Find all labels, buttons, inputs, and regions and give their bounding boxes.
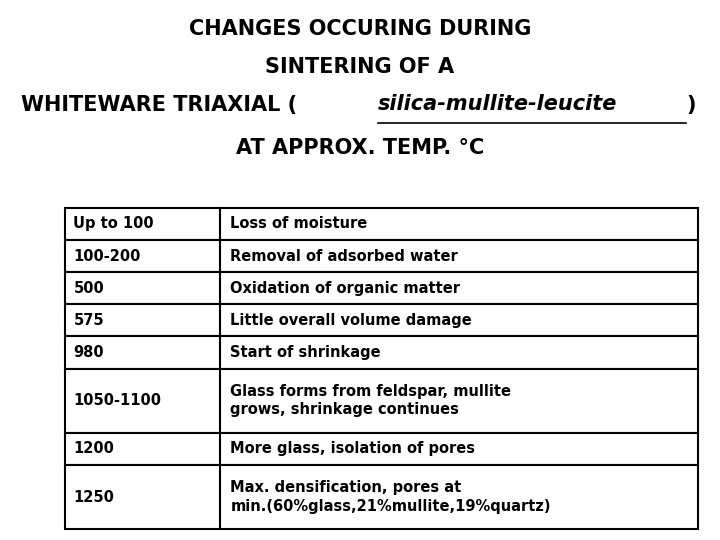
- Text: SINTERING OF A: SINTERING OF A: [266, 57, 454, 77]
- Bar: [65, 304, 698, 336]
- Text: Removal of adsorbed water: Removal of adsorbed water: [230, 248, 458, 264]
- Bar: [65, 272, 698, 304]
- Text: silica-mullite-leucite: silica-mullite-leucite: [377, 94, 617, 114]
- Text: Little overall volume damage: Little overall volume damage: [230, 313, 472, 328]
- Text: 100-200: 100-200: [73, 248, 141, 264]
- Text: AT APPROX. TEMP. °C: AT APPROX. TEMP. °C: [236, 138, 484, 158]
- Bar: [65, 368, 698, 433]
- Text: 1200: 1200: [73, 441, 114, 456]
- Text: 1050-1100: 1050-1100: [73, 393, 161, 408]
- Text: 1250: 1250: [73, 490, 114, 504]
- Text: Oxidation of organic matter: Oxidation of organic matter: [230, 281, 460, 296]
- Text: Up to 100: Up to 100: [73, 217, 154, 232]
- Bar: [65, 433, 698, 465]
- Text: Max. densification, pores at
min.(60%glass,21%mullite,19%quartz): Max. densification, pores at min.(60%gla…: [230, 480, 551, 514]
- Text: WHITEWARE TRIAXIAL (: WHITEWARE TRIAXIAL (: [22, 94, 297, 114]
- Text: Start of shrinkage: Start of shrinkage: [230, 345, 381, 360]
- Text: More glass, isolation of pores: More glass, isolation of pores: [230, 441, 475, 456]
- Text: Loss of moisture: Loss of moisture: [230, 217, 368, 232]
- Text: CHANGES OCCURING DURING: CHANGES OCCURING DURING: [189, 19, 531, 39]
- Text: Glass forms from feldspar, mullite
grows, shrinkage continues: Glass forms from feldspar, mullite grows…: [230, 384, 511, 417]
- Text: 575: 575: [73, 313, 104, 328]
- Bar: [65, 465, 698, 529]
- Text: 500: 500: [73, 281, 104, 296]
- Bar: [65, 208, 698, 240]
- Bar: [65, 240, 698, 272]
- Text: 980: 980: [73, 345, 104, 360]
- Bar: [65, 336, 698, 368]
- Text: ): ): [686, 94, 696, 114]
